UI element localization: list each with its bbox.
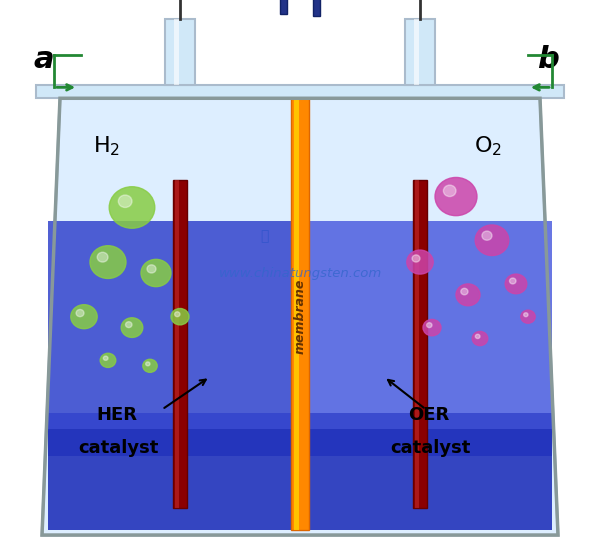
Text: membrane: membrane [293, 279, 307, 354]
Circle shape [76, 310, 84, 317]
Text: 🔷: 🔷 [260, 229, 268, 243]
Circle shape [461, 288, 468, 295]
Circle shape [521, 310, 535, 323]
Bar [405, 19, 435, 85]
Bar [175, 180, 179, 508]
Bar [165, 19, 195, 85]
Text: catalyst: catalyst [78, 439, 158, 457]
Circle shape [475, 225, 509, 256]
Circle shape [472, 331, 488, 346]
Bar [280, 0, 287, 14]
Text: O$_2$: O$_2$ [474, 135, 502, 158]
Bar [313, 0, 320, 16]
Text: HER: HER [96, 406, 137, 424]
Circle shape [71, 305, 97, 329]
Circle shape [175, 312, 180, 317]
Circle shape [146, 362, 150, 366]
Text: catalyst: catalyst [390, 439, 470, 457]
Circle shape [412, 255, 420, 262]
Text: b: b [537, 45, 559, 74]
Circle shape [121, 318, 143, 337]
Polygon shape [42, 98, 558, 535]
Text: a: a [33, 45, 53, 74]
Circle shape [427, 323, 432, 328]
Text: OER: OER [408, 406, 449, 424]
Circle shape [524, 313, 528, 317]
Circle shape [443, 185, 456, 197]
Polygon shape [306, 221, 552, 456]
Bar [173, 180, 187, 508]
Circle shape [475, 334, 480, 339]
Circle shape [143, 359, 157, 372]
Circle shape [505, 274, 527, 294]
Bar [36, 85, 564, 98]
Circle shape [171, 308, 189, 325]
Circle shape [141, 259, 171, 287]
Circle shape [407, 250, 433, 274]
Circle shape [509, 278, 516, 284]
Polygon shape [48, 429, 552, 530]
Circle shape [118, 195, 132, 207]
Circle shape [97, 252, 108, 262]
Circle shape [103, 356, 108, 360]
Circle shape [435, 177, 477, 216]
Bar [415, 180, 419, 508]
Bar [174, 19, 179, 85]
Circle shape [109, 187, 155, 228]
Bar [413, 180, 427, 508]
Polygon shape [48, 221, 294, 456]
Text: www.chinatungsten.com: www.chinatungsten.com [218, 266, 382, 280]
Circle shape [456, 284, 480, 306]
Circle shape [482, 231, 492, 240]
Polygon shape [48, 413, 552, 456]
Circle shape [100, 353, 116, 367]
Circle shape [147, 265, 156, 273]
Bar [294, 87, 299, 530]
Bar [414, 19, 419, 85]
Circle shape [423, 319, 441, 336]
Circle shape [90, 246, 126, 278]
Text: H$_2$: H$_2$ [93, 135, 120, 158]
Bar [291, 87, 309, 530]
Circle shape [125, 322, 132, 328]
